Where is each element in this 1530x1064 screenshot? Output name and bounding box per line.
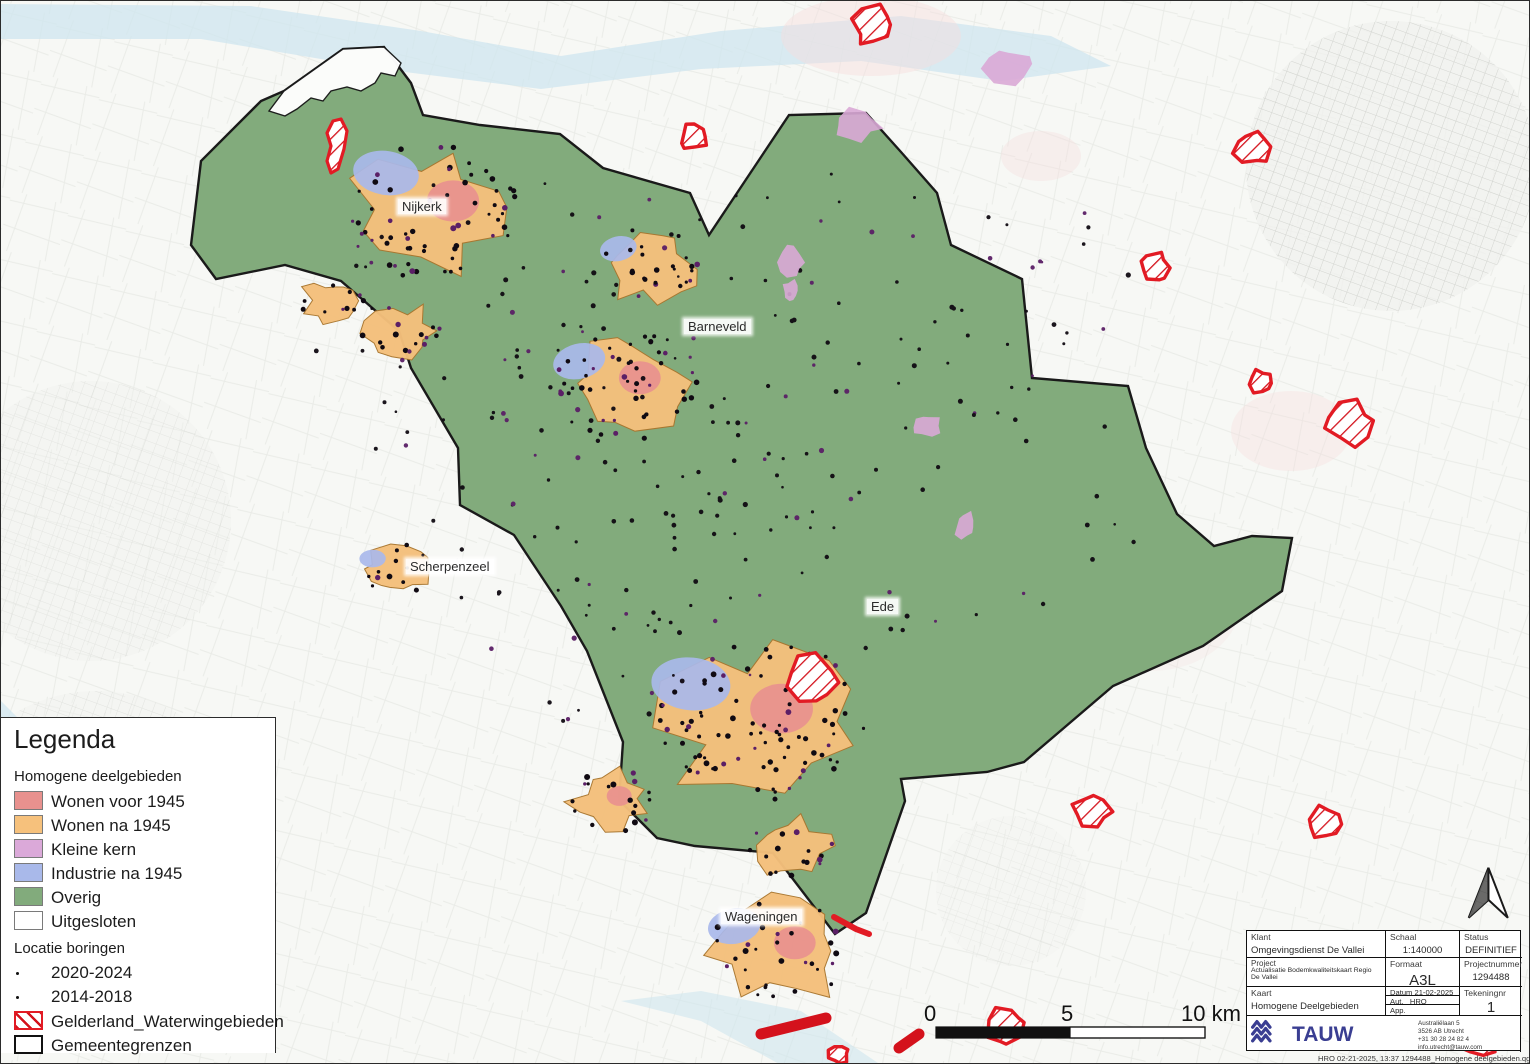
svg-text:+31 30 28 24 82 4: +31 30 28 24 82 4: [1418, 1036, 1469, 1043]
svg-text:10 km: 10 km: [1181, 1001, 1241, 1026]
svg-text:info.utrecht@tauw.com: info.utrecht@tauw.com: [1418, 1044, 1482, 1051]
svg-text:TAUW: TAUW: [1292, 1023, 1354, 1046]
svg-text:3526 AB Utrecht: 3526 AB Utrecht: [1418, 1028, 1464, 1035]
svg-text:5: 5: [1061, 1001, 1073, 1026]
svg-text:Australiëlaan 5: Australiëlaan 5: [1418, 1020, 1460, 1027]
svg-text:0: 0: [924, 1001, 936, 1026]
